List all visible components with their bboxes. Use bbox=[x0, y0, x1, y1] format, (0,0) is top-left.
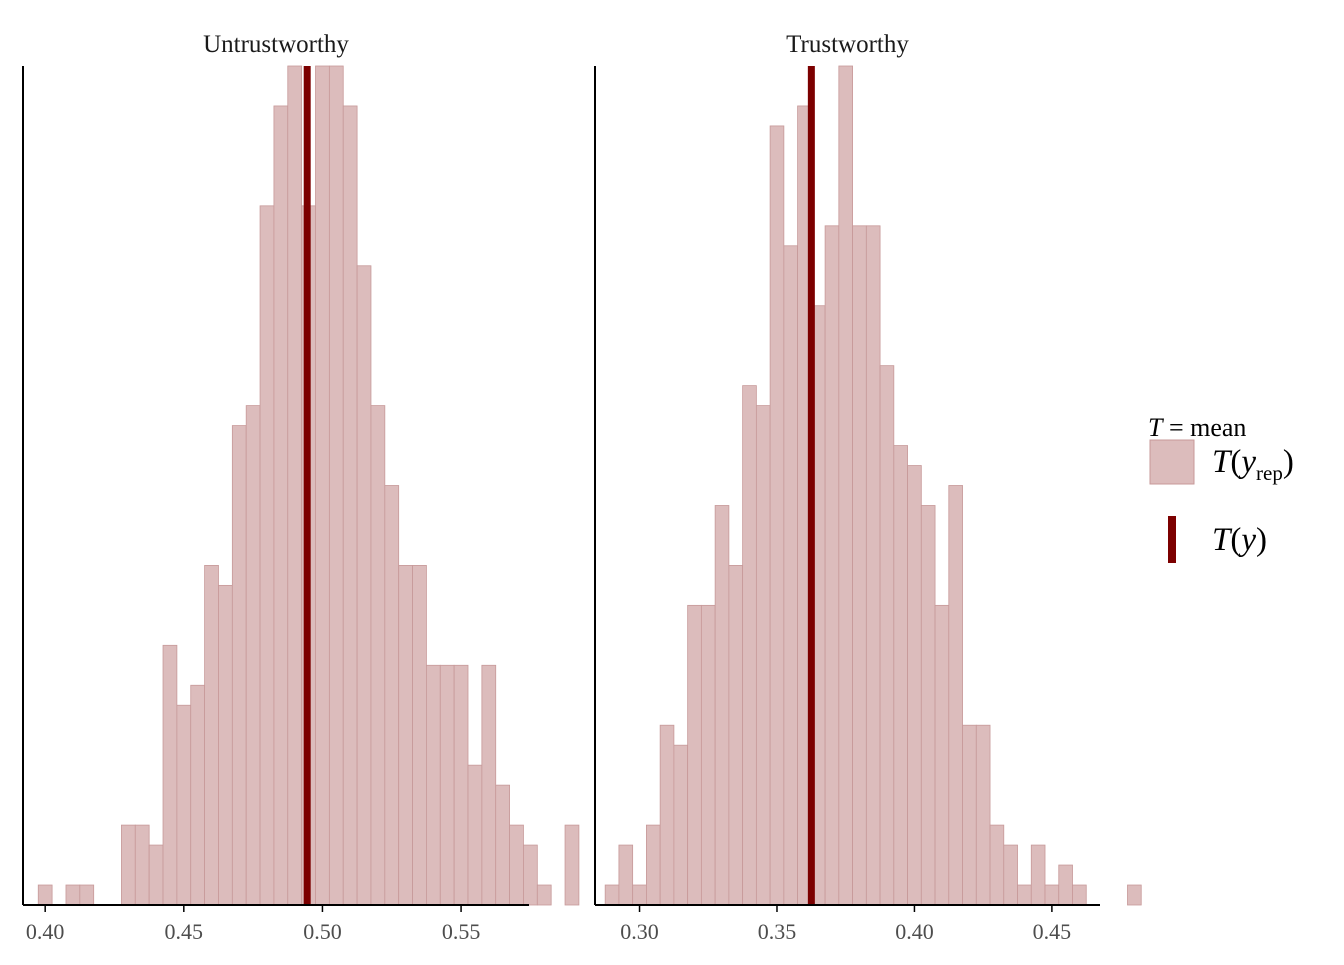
histogram-bar bbox=[467, 764, 483, 906]
legend-label-obs: T(y) bbox=[1212, 522, 1267, 558]
panel-title: Trustworthy bbox=[786, 31, 909, 58]
histogram-bar bbox=[453, 664, 469, 906]
histogram-bar bbox=[1003, 844, 1018, 906]
legend-swatch-obs bbox=[1168, 516, 1176, 563]
histogram-bar bbox=[714, 505, 730, 906]
histogram-bar bbox=[259, 205, 275, 906]
histogram-bar bbox=[824, 225, 840, 906]
histogram-bar bbox=[632, 884, 647, 906]
histogram-bar bbox=[439, 664, 455, 906]
legend-rep-sub: rep bbox=[1256, 461, 1283, 485]
histogram-bar bbox=[204, 565, 219, 906]
x-tick-label: 0.55 bbox=[442, 919, 481, 944]
x-tick-label: 0.50 bbox=[303, 919, 342, 944]
histogram-bar bbox=[218, 584, 233, 906]
histogram-bar bbox=[536, 884, 552, 906]
histogram-bar bbox=[1058, 864, 1073, 906]
histogram-bar bbox=[148, 844, 164, 906]
x-tick-label: 0.45 bbox=[165, 919, 204, 944]
histogram-bar bbox=[37, 884, 53, 906]
histogram-bar bbox=[495, 784, 510, 906]
histogram-bar bbox=[1127, 884, 1142, 906]
histogram-bar bbox=[481, 664, 497, 906]
legend-rep-T: T bbox=[1212, 444, 1233, 480]
legend-obs-T: T bbox=[1212, 522, 1233, 558]
histogram-bar bbox=[838, 65, 853, 906]
legend-title: T = mean bbox=[1148, 413, 1246, 442]
histogram-bar bbox=[687, 604, 702, 906]
histogram-bar bbox=[162, 644, 178, 906]
legend-rep-paren-close: ) bbox=[1283, 444, 1294, 480]
histogram-bar bbox=[783, 245, 799, 906]
histogram-bar bbox=[356, 265, 372, 906]
histogram-bar bbox=[879, 365, 895, 906]
histogram-bar bbox=[398, 565, 413, 906]
histogram-bar bbox=[755, 405, 771, 906]
legend-title-T: T bbox=[1148, 413, 1164, 442]
histogram-bar bbox=[604, 884, 620, 906]
x-tick-label: 0.30 bbox=[620, 919, 659, 944]
histogram-bar bbox=[962, 724, 977, 906]
histogram-bar bbox=[384, 485, 400, 906]
legend-obs-paren-close: ) bbox=[1256, 522, 1267, 558]
histogram-bar bbox=[1030, 844, 1046, 906]
histogram-bar bbox=[1017, 884, 1032, 906]
histogram-bar bbox=[245, 405, 261, 906]
histogram-bar bbox=[564, 824, 580, 906]
x-tick-label: 0.45 bbox=[1033, 919, 1072, 944]
x-tick-label: 0.40 bbox=[26, 919, 65, 944]
histogram-bar bbox=[659, 724, 675, 906]
histogram-bar bbox=[700, 604, 716, 906]
histogram-bar bbox=[231, 425, 247, 906]
histogram-bar bbox=[852, 225, 867, 906]
histogram-bar bbox=[989, 824, 1005, 906]
histogram-bar bbox=[176, 704, 192, 906]
histogram-bar bbox=[948, 485, 963, 906]
histogram-bar bbox=[65, 884, 81, 906]
histogram-bar bbox=[121, 824, 136, 906]
histogram-bar bbox=[646, 824, 661, 906]
legend-obs-paren-open: ( bbox=[1230, 522, 1241, 558]
histogram-bar bbox=[79, 884, 95, 906]
legend-rep-paren-open: ( bbox=[1230, 444, 1241, 480]
histogram-bar bbox=[134, 824, 150, 906]
histogram-bar bbox=[315, 65, 330, 906]
histogram-bar bbox=[523, 844, 538, 906]
histogram-bar bbox=[934, 604, 950, 906]
histogram-bar bbox=[328, 65, 344, 906]
panel-title: Untrustworthy bbox=[203, 31, 349, 58]
legend-title-rest: = mean bbox=[1162, 413, 1246, 442]
histogram-bar bbox=[907, 465, 922, 906]
legend-label-rep: T(yrep) bbox=[1212, 444, 1294, 485]
histogram-bar bbox=[273, 105, 289, 906]
histogram-bar bbox=[920, 505, 936, 906]
histogram-bar bbox=[426, 664, 441, 906]
histogram-bar bbox=[728, 565, 744, 906]
histogram-bar bbox=[190, 684, 206, 906]
histogram-bar bbox=[742, 385, 757, 906]
histogram-bar bbox=[1072, 884, 1087, 906]
histogram-bar bbox=[769, 125, 785, 906]
legend-rep-y: y bbox=[1238, 444, 1256, 480]
histogram-bar bbox=[893, 445, 908, 906]
histogram-bar bbox=[287, 65, 303, 906]
histogram-bar bbox=[509, 824, 524, 906]
histogram-bar bbox=[1044, 884, 1060, 906]
histogram-bar bbox=[673, 744, 689, 906]
histogram-bar bbox=[618, 844, 634, 906]
histogram-bar bbox=[865, 225, 881, 906]
panel-untrustworthy: Untrustworthy 0.40 0.45 0.50 0.55 bbox=[22, 31, 580, 944]
x-tick-label: 0.35 bbox=[758, 919, 797, 944]
histogram-bar bbox=[412, 565, 427, 906]
histogram-bar bbox=[342, 105, 358, 906]
legend-obs-y: y bbox=[1238, 522, 1256, 558]
x-tick-label: 0.40 bbox=[895, 919, 934, 944]
histogram-bar bbox=[370, 405, 386, 906]
legend-swatch-rep bbox=[1149, 439, 1195, 485]
histogram-bar bbox=[975, 724, 991, 906]
panel-trustworthy: Trustworthy 0.30 0.35 0.40 0.45 bbox=[594, 31, 1142, 944]
